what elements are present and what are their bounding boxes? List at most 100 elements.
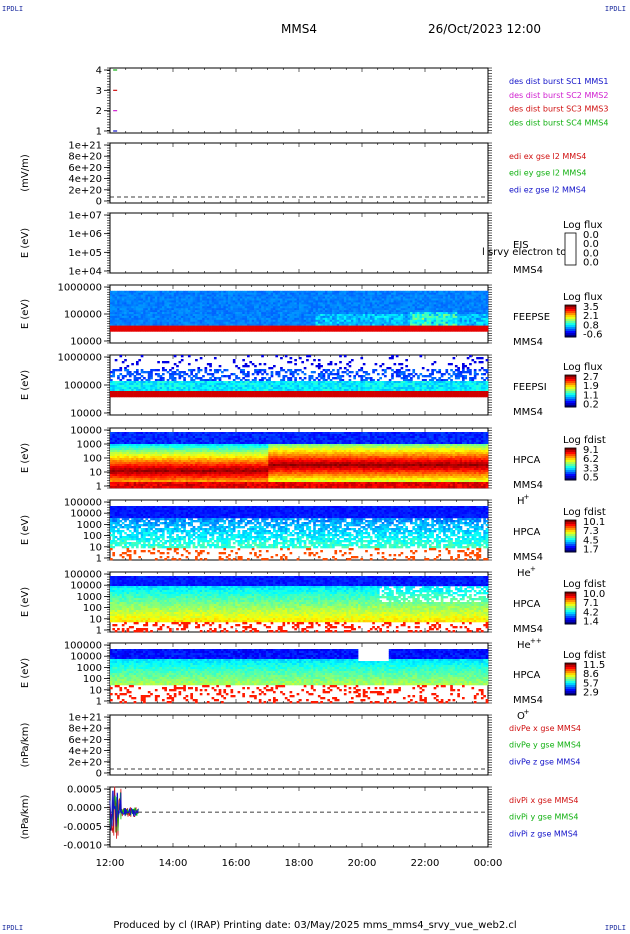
feepsi-cell	[209, 393, 212, 395]
feepsi-cell	[155, 381, 158, 383]
feepse-cell	[278, 318, 281, 320]
feepse-cell	[287, 324, 290, 326]
feepse-cell	[450, 310, 453, 312]
feepse-cell	[304, 316, 307, 318]
feepse-cell	[124, 297, 127, 299]
feepse-cell	[344, 314, 347, 316]
feepse-cell	[476, 297, 479, 299]
feepsi-cell	[254, 389, 257, 391]
burst-ytick-label: 1	[96, 127, 102, 138]
feepse-cell	[358, 299, 361, 301]
feepse-cell	[212, 300, 215, 302]
feepsi-cell	[145, 391, 148, 393]
feepse-cell	[148, 316, 151, 318]
feepse-cell	[486, 310, 489, 312]
feepse-cell	[285, 328, 288, 330]
feepse-cell	[216, 299, 219, 301]
feepse-cell	[431, 300, 434, 302]
feepse-cell	[304, 322, 307, 324]
feepse-cell	[401, 318, 404, 320]
feepse-cell	[256, 306, 259, 308]
feepse-cell	[316, 328, 319, 330]
feepse-cell	[358, 320, 361, 322]
feepse-cell	[136, 306, 139, 308]
feepse-cell	[179, 316, 182, 318]
feepse-cell	[127, 320, 130, 322]
feepse-cell	[254, 310, 257, 312]
feepse-cell	[403, 295, 406, 297]
feepse-cell	[271, 318, 274, 320]
feepse-cell	[200, 302, 203, 304]
feepse-cell	[332, 328, 335, 330]
feepse-cell	[202, 320, 205, 322]
feepse-cell	[233, 320, 236, 322]
feepse-cell	[394, 295, 397, 297]
feepse-cell	[353, 299, 356, 301]
feepsi-cell	[150, 395, 153, 397]
feepse-cell	[131, 306, 134, 308]
feepse-cell	[351, 297, 354, 299]
feepse-cell	[483, 320, 486, 322]
feepse-cell	[372, 322, 375, 324]
feepse-cell	[462, 320, 465, 322]
feepse-cell	[419, 326, 422, 328]
feepsi-cell	[197, 367, 200, 369]
feepse-cell	[450, 329, 453, 331]
feepse-cell	[148, 308, 151, 310]
feepse-cell	[455, 324, 458, 326]
feepse-cell	[183, 316, 186, 318]
feepse-cell	[365, 308, 368, 310]
feepse-cell	[398, 306, 401, 308]
feepsi-cell	[179, 381, 182, 383]
feepse-cell	[136, 312, 139, 314]
feepsi-cell	[145, 379, 148, 381]
feepsi-cell	[306, 385, 309, 387]
feepsi-cell	[169, 381, 172, 383]
feepse-cell	[261, 295, 264, 297]
feepse-cell	[377, 320, 380, 322]
feepsi-cell	[294, 359, 297, 361]
feepse-cell	[195, 328, 198, 330]
feepsi-cell	[233, 391, 236, 393]
feepsi-cell	[181, 395, 184, 397]
feepse-cell	[115, 295, 118, 297]
feepse-cell	[431, 316, 434, 318]
feepse-cell	[346, 328, 349, 330]
feepsi-cell	[301, 361, 304, 363]
feepse-cell	[238, 324, 241, 326]
feepsi-cell	[235, 395, 238, 397]
feepsi-cell	[238, 387, 241, 389]
feepsi-cell	[155, 369, 158, 371]
feepse-cell	[155, 308, 158, 310]
feepse-cell	[299, 329, 302, 331]
feepsi-cell	[268, 385, 271, 387]
feepse-cell	[202, 326, 205, 328]
feepse-cell	[245, 293, 248, 295]
feepse-cell	[320, 304, 323, 306]
feepse-cell	[226, 324, 229, 326]
feepse-cell	[344, 306, 347, 308]
feepse-cell	[422, 329, 425, 331]
feepsi-cell	[131, 363, 134, 365]
feepse-cell	[462, 299, 465, 301]
feepsi-cell	[285, 383, 288, 385]
feepse-cell	[242, 329, 245, 331]
feepse-cell	[479, 326, 482, 328]
feepse-cell	[129, 300, 132, 302]
feepse-cell	[417, 304, 420, 306]
feepse-cell	[401, 329, 404, 331]
feepse-cell	[219, 314, 222, 316]
feepse-cell	[410, 302, 413, 304]
feepse-cell	[200, 300, 203, 302]
feepse-cell	[427, 293, 430, 295]
feepsi-cell	[212, 389, 215, 391]
feepse-cell	[377, 306, 380, 308]
feepse-cell	[483, 314, 486, 316]
feepse-cell	[136, 328, 139, 330]
feepsi-cell	[119, 381, 122, 383]
feepse-cell	[271, 308, 274, 310]
feepse-cell	[235, 316, 238, 318]
feepsi-cell	[294, 387, 297, 389]
feepse-cell	[176, 308, 179, 310]
feepse-cell	[228, 306, 231, 308]
